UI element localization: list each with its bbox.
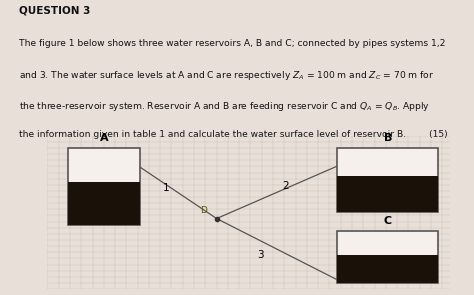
Bar <box>337 176 438 212</box>
Text: B: B <box>383 133 392 143</box>
Text: 2: 2 <box>282 181 288 191</box>
Bar <box>337 148 438 212</box>
Text: 1: 1 <box>163 183 170 193</box>
Text: QUESTION 3: QUESTION 3 <box>19 6 91 16</box>
Text: C: C <box>384 216 392 226</box>
Text: the information given in table 1 and calculate the water surface level of reserv: the information given in table 1 and cal… <box>19 130 447 139</box>
Bar <box>337 231 438 283</box>
Text: A: A <box>100 133 108 143</box>
Text: 3: 3 <box>258 250 264 260</box>
Text: The figure 1 below shows three water reservoirs A, B and C; connected by pipes s: The figure 1 below shows three water res… <box>19 39 446 48</box>
Bar <box>67 182 140 225</box>
Bar <box>67 148 140 225</box>
Bar <box>337 255 438 283</box>
Text: D: D <box>200 206 207 215</box>
Text: and 3. The water surface levels at A and C are respectively $Z_A$ = 100 m and $Z: and 3. The water surface levels at A and… <box>19 69 434 82</box>
Text: the three-reservoir system. Reservoir A and B are feeding reservoir C and $Q_A$ : the three-reservoir system. Reservoir A … <box>19 100 430 113</box>
